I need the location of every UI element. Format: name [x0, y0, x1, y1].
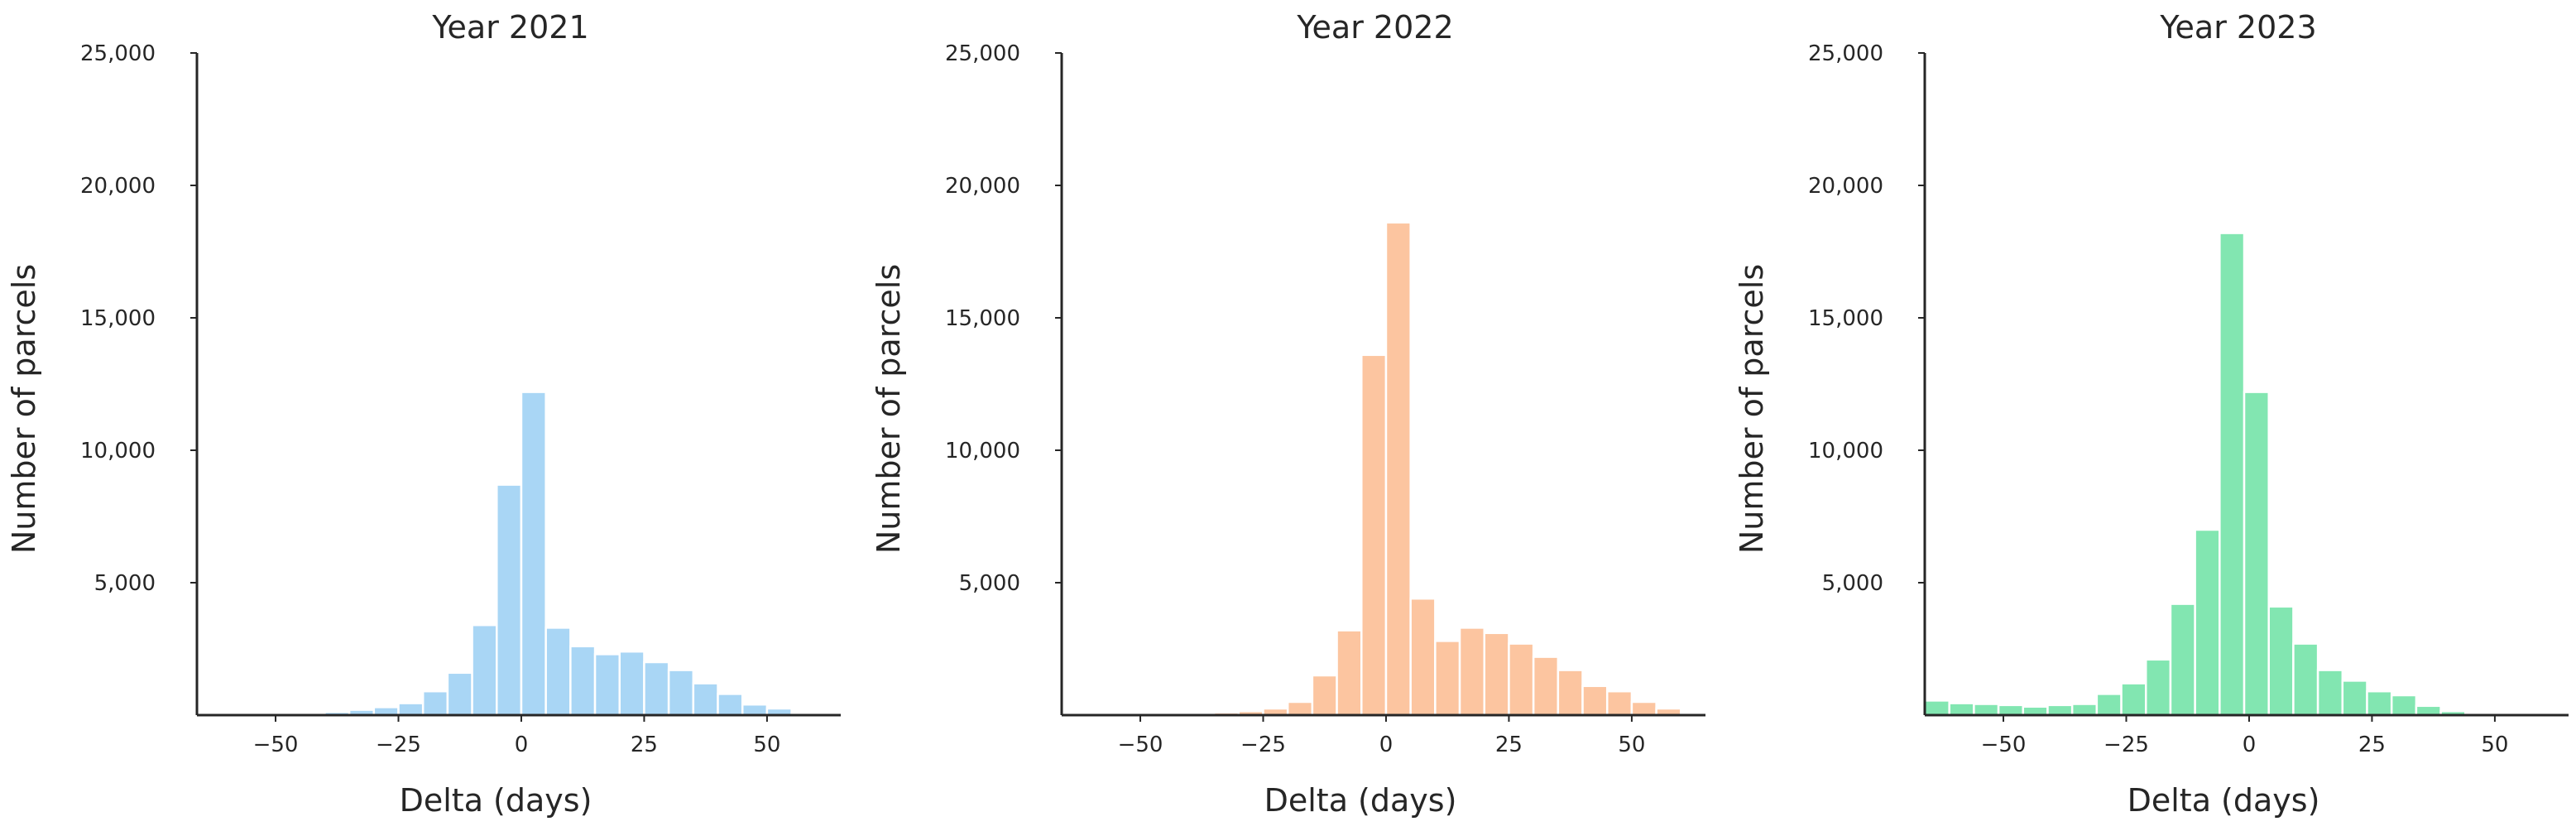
- y-tick-label: 25,000: [945, 41, 1020, 66]
- histogram-bar: [1286, 700, 1314, 717]
- x-tick-label: −50: [253, 733, 299, 757]
- y-axis-label: Number of parcels: [6, 264, 42, 554]
- histogram-bar: [1605, 689, 1633, 717]
- histogram-bar: [520, 391, 547, 717]
- y-tick-label: 25,000: [1808, 41, 1883, 66]
- histogram-bar: [593, 653, 621, 717]
- histogram-bar: [643, 660, 670, 717]
- histogram-bar: [1409, 597, 1437, 717]
- histogram-bar: [569, 645, 597, 717]
- x-tick-label: 0: [515, 733, 529, 757]
- chart-panel-2: −50 −25 0 25 50 5,000 10,000 15,000 20,000 25,000…: [871, 9, 1705, 819]
- chart-panel-3: −50 −25 0 25 50 5,000 10,000 15,000 20,000 25,000…: [1734, 9, 2569, 819]
- x-axis-label: Delta (days): [2127, 782, 2320, 819]
- y-tick-label: 25,000: [80, 41, 156, 66]
- histogram-bar: [446, 671, 473, 717]
- histogram-bar: [2316, 669, 2344, 717]
- y-tick-label: 20,000: [80, 174, 156, 199]
- x-tick-label: −25: [2103, 733, 2149, 757]
- histogram-bar: [1458, 627, 1485, 717]
- histogram-bar: [741, 703, 769, 717]
- histogram-bar: [1434, 640, 1461, 717]
- y-tick-label: 15,000: [1808, 306, 1883, 331]
- chart-title: Year 2023: [2159, 9, 2316, 46]
- histogram-bar: [2022, 705, 2049, 717]
- histogram-bar: [1384, 221, 1412, 717]
- histogram-bar: [544, 627, 572, 717]
- y-axis-label: Number of parcels: [871, 264, 907, 554]
- histogram-bar: [1336, 629, 1363, 717]
- histogram-bar: [421, 689, 449, 717]
- histogram-bar: [2267, 605, 2295, 717]
- histogram-bar: [2219, 232, 2246, 717]
- x-tick-label: 0: [2243, 733, 2257, 757]
- y-tick-label: 5,000: [1822, 571, 1883, 596]
- histogram-bar: [717, 693, 744, 717]
- histogram-bar: [667, 669, 695, 717]
- histogram-bar: [1532, 656, 1560, 717]
- histogram-bar: [2145, 658, 2172, 717]
- histogram-bar: [1557, 669, 1584, 717]
- histogram-bar: [692, 682, 719, 717]
- histogram-bar: [1581, 684, 1609, 717]
- x-tick-label: −50: [1118, 733, 1163, 757]
- y-tick-label: 10,000: [80, 439, 156, 464]
- y-tick-label: 5,000: [94, 571, 156, 596]
- histogram-bar: [1973, 703, 2000, 717]
- y-tick-label: 5,000: [959, 571, 1020, 596]
- x-axis-label: Delta (days): [1264, 782, 1457, 819]
- chart-title: Year 2022: [1296, 9, 1453, 46]
- y-tick-label: 10,000: [1808, 439, 1883, 464]
- histogram-bar: [2341, 680, 2368, 717]
- chart-panel-1: −50 −25 0 25 50 5,000 10,000 15,000 20,000 25,000…: [6, 9, 841, 819]
- y-tick-label: 15,000: [80, 306, 156, 331]
- histogram-bar: [1360, 353, 1388, 717]
- histogram-bar: [2120, 682, 2147, 717]
- x-tick-label: 25: [1495, 733, 1523, 757]
- x-tick-label: 25: [631, 733, 658, 757]
- y-axis-label: Number of parcels: [1734, 264, 1770, 554]
- histogram-bar: [618, 650, 645, 717]
- histogram-bar: [471, 623, 498, 717]
- x-axis-label: Delta (days): [400, 782, 592, 819]
- histogram-bar: [2243, 391, 2270, 717]
- histogram-bar: [2169, 603, 2196, 717]
- histogram-bar: [2194, 528, 2221, 717]
- histogram-bar: [496, 483, 523, 717]
- y-tick-label: 20,000: [945, 174, 1020, 199]
- histogram-bar: [1311, 674, 1338, 717]
- y-tick-label: 20,000: [1808, 174, 1883, 199]
- histogram-bar: [2366, 689, 2393, 717]
- histogram-bar: [2390, 694, 2418, 717]
- x-tick-label: −25: [1240, 733, 1286, 757]
- histogram-bar: [1923, 699, 1950, 717]
- histogram-bar: [1948, 702, 1975, 717]
- histogram-bar: [397, 702, 425, 717]
- histogram-bar: [1630, 700, 1657, 717]
- histogram-bar: [1508, 642, 1535, 717]
- x-tick-label: 50: [2481, 733, 2508, 757]
- x-tick-label: 25: [2358, 733, 2386, 757]
- histogram-bar: [2070, 703, 2099, 717]
- x-tick-label: −25: [376, 733, 421, 757]
- histogram-bar: [2095, 693, 2123, 717]
- histogram-bar: [2292, 642, 2319, 717]
- x-tick-label: 50: [753, 733, 780, 757]
- histogram-bar: [2415, 704, 2442, 717]
- histogram-bar: [2046, 704, 2074, 717]
- x-tick-label: 0: [1379, 733, 1394, 757]
- histogram-bar: [1997, 704, 2025, 717]
- x-tick-label: −50: [1981, 733, 2027, 757]
- x-tick-label: 50: [1618, 733, 1645, 757]
- histogram-bar: [1483, 632, 1510, 717]
- y-tick-label: 15,000: [945, 306, 1020, 331]
- y-tick-label: 10,000: [945, 439, 1020, 464]
- chart-title: Year 2021: [431, 9, 588, 46]
